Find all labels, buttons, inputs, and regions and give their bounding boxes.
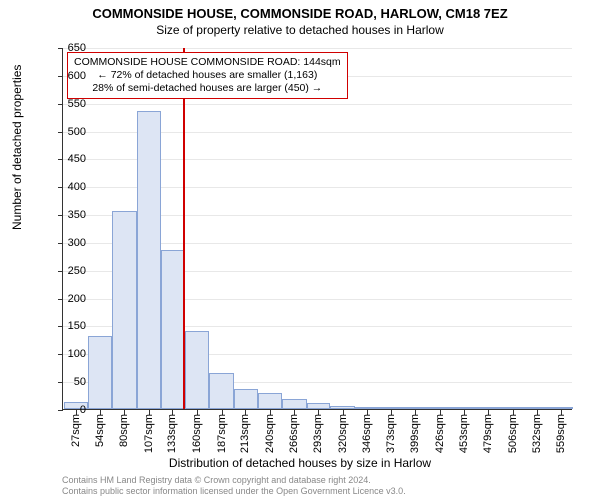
xtick-label: 320sqm: [337, 414, 349, 453]
histogram-bar: [525, 407, 550, 409]
footer-line-1: Contains HM Land Registry data © Crown c…: [62, 475, 406, 486]
ytick-mark: [58, 104, 63, 105]
histogram-plot: 27sqm54sqm80sqm107sqm133sqm160sqm187sqm2…: [62, 48, 572, 410]
annotation-box: COMMONSIDE HOUSE COMMONSIDE ROAD: 144sqm…: [67, 52, 348, 99]
footer-line-2: Contains public sector information licen…: [62, 486, 406, 497]
histogram-bar: [428, 407, 452, 409]
ytick-mark: [58, 187, 63, 188]
annotation-line: COMMONSIDE HOUSE COMMONSIDE ROAD: 144sqm: [74, 56, 341, 69]
ytick-label: 200: [68, 293, 86, 305]
ytick-label: 100: [68, 348, 86, 360]
xtick-label: 426sqm: [434, 414, 446, 453]
xtick-label: 187sqm: [216, 414, 228, 453]
xtick-label: 532sqm: [531, 414, 543, 453]
ytick-label: 650: [68, 42, 86, 54]
xtick-label: 27sqm: [70, 414, 82, 447]
ytick-label: 500: [68, 126, 86, 138]
ytick-mark: [58, 410, 63, 411]
histogram-bar: [403, 407, 428, 409]
histogram-bar: [307, 403, 331, 409]
ytick-label: 550: [68, 98, 86, 110]
xtick-label: 54sqm: [94, 414, 106, 447]
xtick-label: 453sqm: [458, 414, 470, 453]
ytick-mark: [58, 243, 63, 244]
xtick-label: 399sqm: [409, 414, 421, 453]
histogram-bar: [355, 407, 380, 409]
histogram-bar: [234, 389, 259, 409]
histogram-bar: [452, 407, 477, 409]
x-axis-label: Distribution of detached houses by size …: [0, 456, 600, 470]
reference-line: [183, 48, 185, 409]
grid-line: [63, 48, 572, 49]
grid-line: [63, 104, 572, 105]
histogram-bar: [380, 407, 404, 409]
y-axis-label: Number of detached properties: [10, 65, 24, 230]
ytick-label: 300: [68, 237, 86, 249]
ytick-label: 600: [68, 70, 86, 82]
page-subtitle: Size of property relative to detached ho…: [0, 21, 600, 37]
ytick-label: 250: [68, 265, 86, 277]
xtick-label: 240sqm: [264, 414, 276, 453]
ytick-mark: [58, 326, 63, 327]
xtick-label: 133sqm: [166, 414, 178, 453]
xtick-label: 80sqm: [118, 414, 130, 447]
ytick-mark: [58, 215, 63, 216]
page-title: COMMONSIDE HOUSE, COMMONSIDE ROAD, HARLO…: [0, 0, 600, 21]
histogram-bar: [330, 406, 355, 409]
xtick-label: 506sqm: [507, 414, 519, 453]
xtick-label: 293sqm: [312, 414, 324, 453]
annotation-line: 28% of semi-detached houses are larger (…: [74, 82, 341, 95]
histogram-bar: [549, 407, 573, 409]
ytick-label: 50: [74, 376, 86, 388]
ytick-mark: [58, 48, 63, 49]
histogram-bar: [476, 407, 501, 409]
ytick-mark: [58, 132, 63, 133]
ytick-mark: [58, 382, 63, 383]
ytick-mark: [58, 159, 63, 160]
xtick-label: 373sqm: [385, 414, 397, 453]
histogram-bar: [112, 211, 137, 409]
ytick-label: 400: [68, 181, 86, 193]
histogram-bar: [258, 393, 282, 409]
xtick-label: 559sqm: [555, 414, 567, 453]
ytick-label: 0: [80, 404, 86, 416]
histogram-bar: [88, 336, 113, 410]
ytick-mark: [58, 299, 63, 300]
annotation-line: ← 72% of detached houses are smaller (1,…: [74, 69, 341, 82]
ytick-label: 450: [68, 153, 86, 165]
chart-area: 27sqm54sqm80sqm107sqm133sqm160sqm187sqm2…: [62, 48, 572, 410]
histogram-bar: [282, 399, 307, 409]
xtick-label: 213sqm: [239, 414, 251, 453]
xtick-label: 266sqm: [288, 414, 300, 453]
histogram-bar: [501, 407, 525, 409]
ytick-mark: [58, 76, 63, 77]
xtick-label: 160sqm: [191, 414, 203, 453]
ytick-label: 150: [68, 320, 86, 332]
ytick-label: 350: [68, 209, 86, 221]
footer-attribution: Contains HM Land Registry data © Crown c…: [62, 475, 406, 497]
histogram-bar: [209, 373, 234, 409]
xtick-label: 479sqm: [482, 414, 494, 453]
xtick-label: 107sqm: [143, 414, 155, 453]
xtick-label: 346sqm: [361, 414, 373, 453]
histogram-bar: [137, 111, 161, 409]
ytick-mark: [58, 354, 63, 355]
ytick-mark: [58, 271, 63, 272]
histogram-bar: [185, 331, 209, 409]
